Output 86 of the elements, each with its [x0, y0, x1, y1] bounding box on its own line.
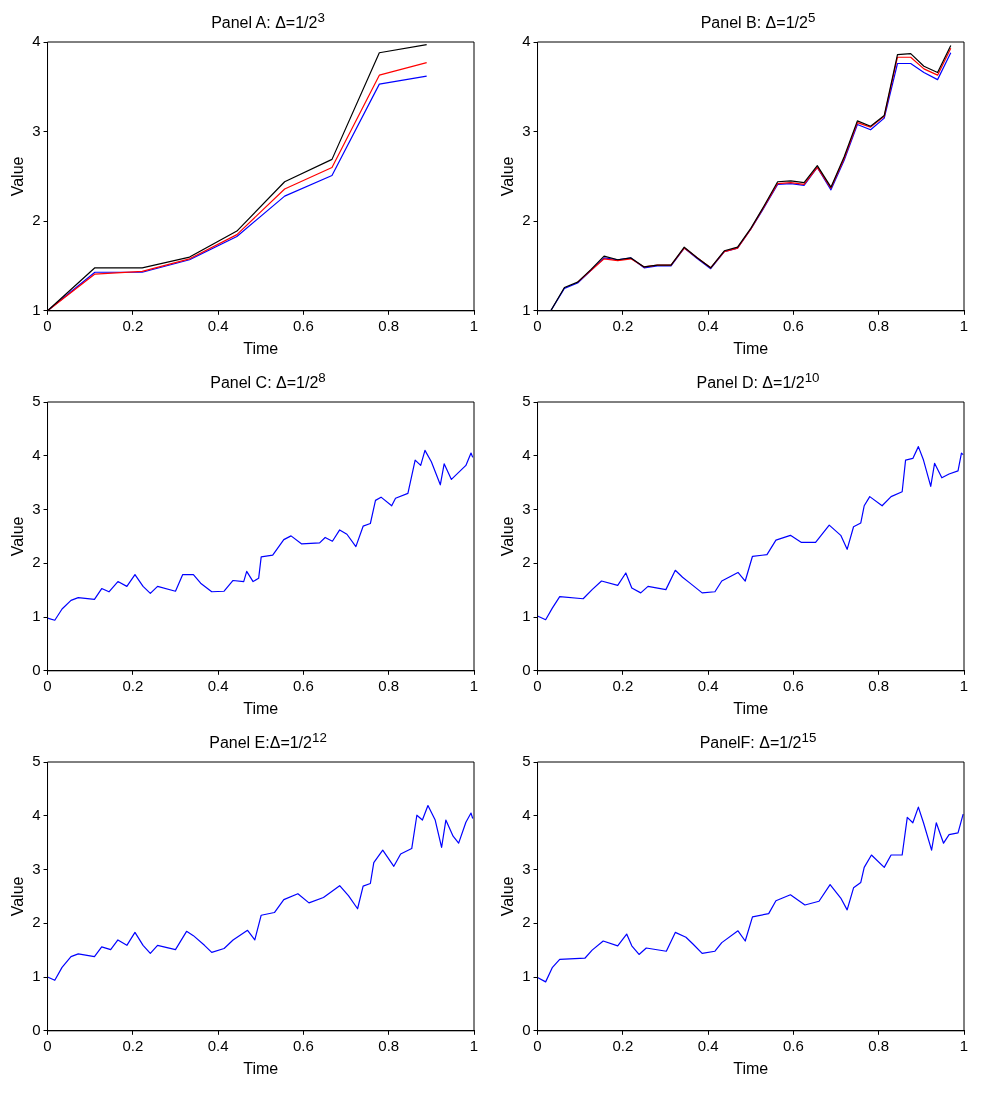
y-tick-label: 0 — [522, 1020, 531, 1038]
y-tick-label: 2 — [32, 913, 41, 931]
y-tick-label: 4 — [522, 32, 531, 50]
y-tick-label: 4 — [32, 445, 41, 463]
x-tick-label: 0.4 — [697, 676, 719, 694]
x-tick-label: 0.6 — [782, 676, 804, 694]
x-tick-label: 0 — [43, 316, 52, 334]
y-axis-title: Value — [499, 516, 517, 557]
y-tick-label: 5 — [522, 392, 531, 410]
x-tick-label: 0.2 — [612, 316, 634, 334]
y-tick-label: 2 — [522, 913, 531, 931]
y-tick-label: 5 — [522, 752, 531, 770]
x-tick-label: 1 — [959, 1036, 969, 1054]
x-tick-label: 0.4 — [207, 316, 229, 334]
y-tick-label: 1 — [32, 607, 41, 625]
y-tick-label: 1 — [32, 300, 41, 318]
y-tick-label: 1 — [522, 300, 531, 318]
x-tick-label: 0.6 — [292, 1036, 314, 1054]
chart-title: Panel A: Δ=1/2$^{3}$ — [210, 9, 325, 32]
y-axis-title: Value — [499, 156, 517, 197]
y-tick-label: 4 — [32, 805, 41, 823]
x-tick-label: 0.2 — [612, 676, 634, 694]
x-tick-label: 0.4 — [207, 1036, 229, 1054]
x-tick-label: 0.2 — [122, 316, 144, 334]
y-tick-label: 4 — [522, 445, 531, 463]
y-axis-title: Value — [499, 876, 517, 917]
y-tick-label: 4 — [522, 805, 531, 823]
x-tick-label: 0.6 — [782, 316, 804, 334]
y-tick-label: 5 — [32, 392, 41, 410]
x-tick-label: 0.2 — [122, 676, 144, 694]
x-tick-label: 0.4 — [697, 1036, 719, 1054]
y-tick-label: 3 — [32, 499, 41, 517]
y-tick-label: 2 — [522, 211, 531, 229]
y-tick-label: 3 — [522, 121, 531, 139]
y-tick-label: 4 — [32, 32, 41, 50]
x-tick-label: 0.6 — [292, 316, 314, 334]
chart-title: Panel B: Δ=1/2$^{5}$ — [699, 9, 816, 32]
y-tick-label: 2 — [32, 211, 41, 229]
x-tick-label: 0.4 — [207, 676, 229, 694]
chart-title: Panel E:Δ=1/2$^{12}$ — [208, 729, 327, 752]
x-axis-title: Time — [733, 699, 769, 717]
x-tick-label: 1 — [959, 676, 969, 694]
y-tick-label: 3 — [522, 499, 531, 517]
x-tick-label: 0.8 — [378, 676, 400, 694]
x-tick-label: 0 — [533, 1036, 542, 1054]
y-axis-title: Value — [9, 156, 27, 197]
chart-title: Panel C: Δ=1/2$^{8}$ — [209, 369, 326, 392]
x-tick-label: 1 — [959, 316, 969, 334]
x-tick-label: 0.2 — [612, 1036, 634, 1054]
y-tick-label: 1 — [522, 607, 531, 625]
x-tick-label: 0.8 — [378, 1036, 400, 1054]
x-axis-title: Time — [243, 1059, 279, 1077]
x-tick-label: 1 — [469, 1036, 479, 1054]
y-tick-label: 3 — [32, 121, 41, 139]
y-tick-label: 3 — [32, 859, 41, 877]
y-axis-title: Value — [9, 876, 27, 917]
y-tick-label: 2 — [522, 553, 531, 571]
y-tick-label: 0 — [522, 660, 531, 678]
x-tick-label: 1 — [469, 676, 479, 694]
x-tick-label: 0.8 — [868, 316, 890, 334]
y-tick-label: 5 — [32, 752, 41, 770]
y-tick-label: 1 — [522, 967, 531, 985]
x-tick-label: 0 — [43, 676, 52, 694]
x-tick-label: 0.8 — [378, 316, 400, 334]
x-tick-label: 0 — [533, 316, 542, 334]
x-tick-label: 0.8 — [868, 676, 890, 694]
x-axis-title: Time — [733, 1059, 769, 1077]
chart-title: PanelF: Δ=1/2$^{15}$ — [698, 729, 817, 752]
y-axis-title: Value — [9, 516, 27, 557]
x-tick-label: 0.4 — [697, 316, 719, 334]
x-axis-title: Time — [243, 339, 279, 357]
y-tick-label: 0 — [32, 1020, 41, 1038]
y-tick-label: 1 — [32, 967, 41, 985]
x-tick-label: 0 — [43, 1036, 52, 1054]
x-tick-label: 0.8 — [868, 1036, 890, 1054]
chart-title: Panel D: Δ=1/2$^{10}$ — [695, 369, 820, 392]
x-axis-title: Time — [733, 339, 769, 357]
x-tick-label: 0.6 — [292, 676, 314, 694]
y-tick-label: 2 — [32, 553, 41, 571]
x-tick-label: 0.2 — [122, 1036, 144, 1054]
y-tick-label: 0 — [32, 660, 41, 678]
x-tick-label: 1 — [469, 316, 479, 334]
x-tick-label: 0.6 — [782, 1036, 804, 1054]
x-tick-label: 0 — [533, 676, 542, 694]
y-tick-label: 3 — [522, 859, 531, 877]
x-axis-title: Time — [243, 699, 279, 717]
